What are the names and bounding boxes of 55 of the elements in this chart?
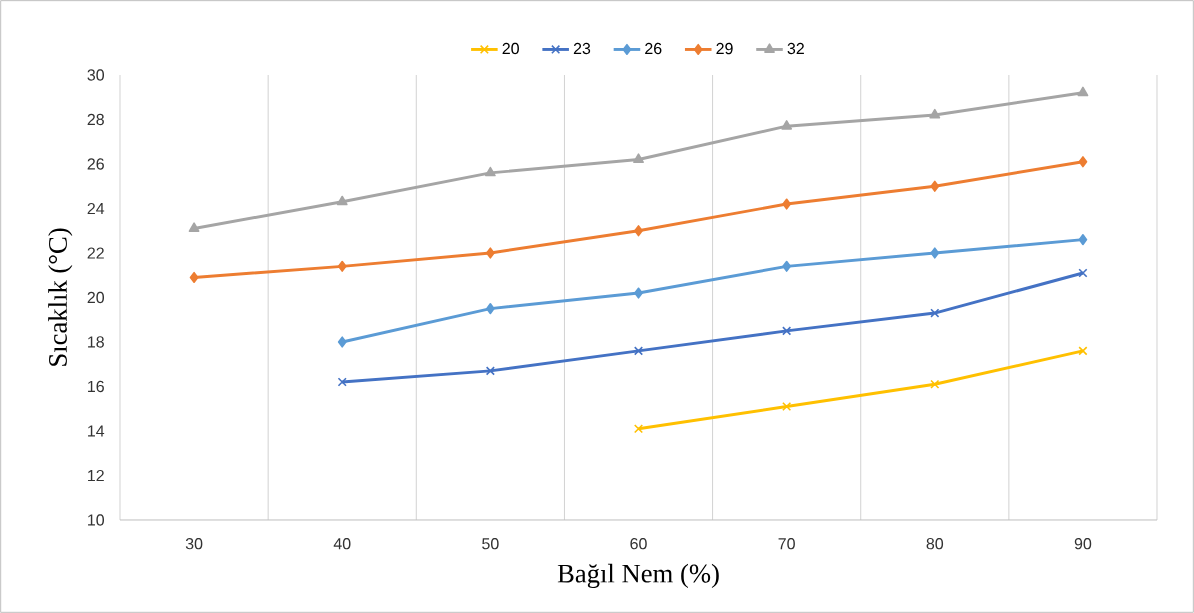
legend-label: 23 — [573, 42, 591, 55]
point — [336, 195, 348, 206]
point — [1078, 268, 1088, 278]
point — [930, 379, 940, 389]
legend-label: 29 — [716, 42, 733, 55]
y-tick-label: 20 — [87, 291, 105, 304]
point — [782, 260, 792, 272]
y-tick-label: 30 — [87, 69, 105, 81]
x-tick-label: 40 — [333, 538, 351, 550]
point — [484, 166, 496, 177]
point — [633, 424, 644, 434]
point — [1078, 346, 1088, 356]
point — [634, 225, 643, 237]
point — [337, 260, 347, 272]
point — [782, 401, 792, 412]
x-tick-label: 50 — [482, 538, 499, 550]
y-tick-label: 22 — [87, 247, 104, 259]
y-tick-label: 24 — [87, 202, 105, 215]
point — [188, 222, 200, 232]
point — [929, 108, 941, 119]
point — [337, 336, 347, 348]
y-tick-label: 14 — [88, 425, 105, 437]
y-tick-label: 18 — [88, 336, 104, 348]
y-tick-label: 16 — [88, 380, 104, 393]
point — [930, 247, 940, 259]
point — [633, 153, 644, 164]
point — [485, 303, 495, 315]
point — [782, 326, 792, 336]
x-tick-label: 30 — [185, 538, 203, 550]
x-axis-title: Bağıl Nem (%) — [557, 563, 719, 589]
point — [930, 180, 940, 192]
x-tick-label: 80 — [926, 538, 944, 550]
legend-label: 32 — [787, 42, 804, 55]
point — [1078, 156, 1088, 168]
y-tick-label: 12 — [88, 469, 104, 482]
point — [1077, 86, 1089, 97]
legend-label: 26 — [645, 42, 662, 55]
point — [189, 271, 199, 284]
point — [782, 198, 792, 210]
point — [485, 247, 495, 259]
x-tick-label: 90 — [1074, 538, 1092, 550]
y-tick-label: 10 — [88, 514, 105, 526]
point — [633, 346, 644, 356]
point — [1078, 234, 1088, 246]
point — [485, 366, 495, 376]
y-axis-title: Sıcaklık (°C) — [48, 228, 73, 366]
legend-label: 20 — [502, 42, 519, 55]
y-tick-label: 26 — [87, 158, 104, 170]
y-tick-label: 28 — [87, 113, 104, 126]
point — [930, 308, 940, 318]
point — [781, 120, 793, 130]
x-tick-label: 70 — [778, 538, 795, 550]
point — [634, 287, 643, 299]
point — [337, 377, 347, 387]
x-tick-label: 60 — [630, 538, 647, 550]
